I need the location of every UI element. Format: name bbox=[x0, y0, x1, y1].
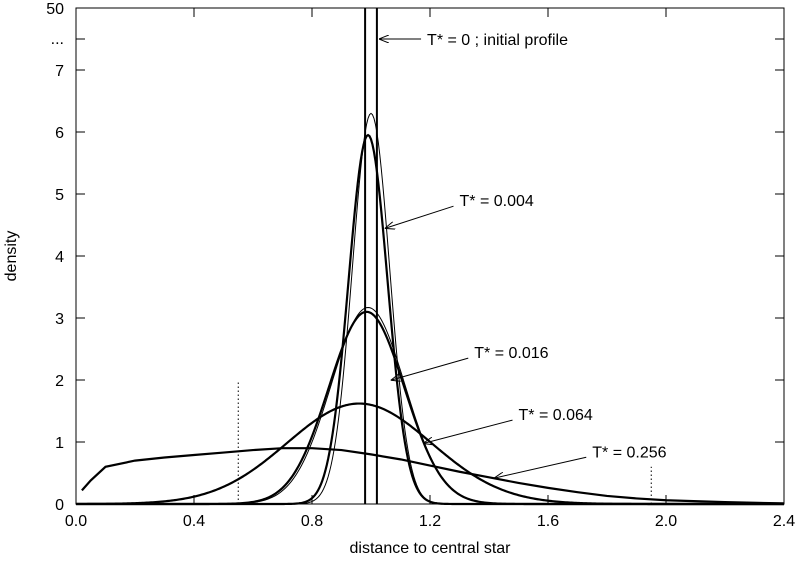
x-tick-label: 0.4 bbox=[183, 513, 205, 530]
y-tick-label: 7 bbox=[55, 63, 64, 80]
x-axis-label: distance to central star bbox=[350, 540, 512, 557]
series-line-t0_016-model bbox=[76, 306, 784, 505]
series-line-t0_004-model bbox=[76, 112, 784, 505]
x-tick-label: 2.4 bbox=[773, 513, 795, 530]
x-tick-label: 1.6 bbox=[537, 513, 559, 530]
y-tick-label: 2 bbox=[55, 373, 64, 390]
y-tick-label: 6 bbox=[55, 125, 64, 142]
annotation-arrow bbox=[386, 205, 454, 228]
annotation-label: T* = 0 ; initial profile bbox=[427, 32, 568, 49]
series-line-t0_064-simulation bbox=[76, 402, 784, 506]
annotation-arrow bbox=[392, 357, 469, 380]
annotation-label: T* = 0.004 bbox=[460, 193, 534, 210]
y-tick-label: 0 bbox=[55, 497, 64, 514]
series-line-t0_004-simulation bbox=[76, 133, 784, 506]
y-axis-label: density bbox=[3, 231, 20, 282]
series-line-t0_016-simulation bbox=[76, 310, 784, 506]
x-tick-label: 2.0 bbox=[655, 513, 677, 530]
y-break-ellipsis: ... bbox=[51, 31, 64, 48]
y-tick-label: 1 bbox=[55, 435, 64, 452]
annotation-label: T* = 0.064 bbox=[519, 407, 593, 424]
annotation-label: T* = 0.016 bbox=[474, 345, 548, 362]
annotation-arrow bbox=[424, 419, 513, 443]
x-tick-label: 0.8 bbox=[301, 513, 323, 530]
y-tick-label: 4 bbox=[55, 249, 64, 266]
x-tick-label: 1.2 bbox=[419, 513, 441, 530]
y-tick-label: 5 bbox=[55, 187, 64, 204]
annotation-label: T* = 0.256 bbox=[592, 444, 666, 461]
series-line-t0_256-simulation bbox=[81, 447, 785, 505]
x-tick-label: 0.0 bbox=[65, 513, 87, 530]
y-tick-label: 3 bbox=[55, 311, 64, 328]
plot-frame bbox=[75, 7, 785, 505]
y-break-top-label: 50 bbox=[46, 1, 64, 18]
annotation-arrow bbox=[495, 456, 587, 478]
